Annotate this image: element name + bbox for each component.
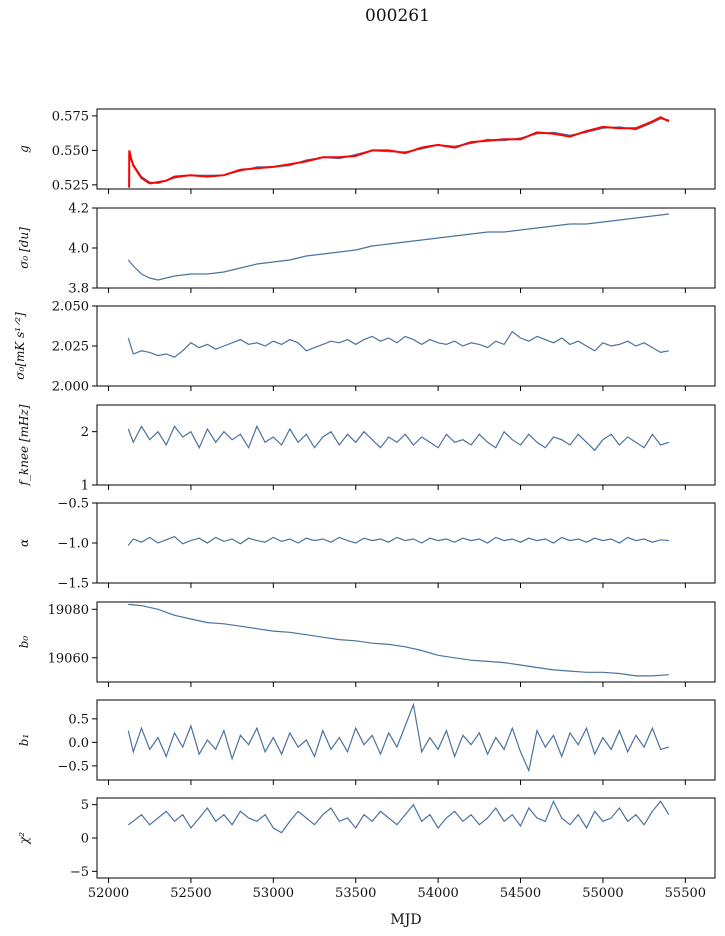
panel-1: 3.8 4.0 4.2 σ₀ [du] bbox=[17, 202, 716, 297]
x-tick-label: 55500 bbox=[665, 886, 706, 901]
x-tick-label: 52000 bbox=[88, 886, 129, 901]
y-tick-label: 19060 bbox=[48, 651, 89, 666]
panel-7: −5 0 5 52000 52500 53000 53500 54000 54500 55000 5… bbox=[17, 797, 716, 901]
y-tick-label: 3.8 bbox=[68, 282, 89, 297]
panel-5: 19060 19080 b₀ bbox=[17, 601, 716, 687]
panel-0: 0.525 0.550 0.575 g bbox=[17, 108, 716, 194]
series-line-6-0 bbox=[127, 702, 670, 773]
y-axis-label: g bbox=[17, 145, 31, 153]
y-axis-label: b₁ bbox=[17, 734, 31, 747]
panel-frame-3 bbox=[96, 404, 716, 486]
series-line-7-0 bbox=[127, 799, 670, 834]
panel-4: −1.5 −1.0 −0.5 α bbox=[17, 497, 716, 592]
x-tick-label: 52500 bbox=[170, 886, 211, 901]
series-line-4-0 bbox=[127, 535, 669, 546]
panel-frame-5 bbox=[96, 601, 716, 683]
y-tick-label: 0.525 bbox=[52, 178, 89, 193]
panel-6: −0.5 0.0 0.5 b₁ bbox=[17, 699, 716, 785]
y-tick-label: 4.2 bbox=[68, 202, 89, 217]
panel-frame-0 bbox=[96, 108, 716, 190]
panel-3: 1 2 f_knee [mHz] bbox=[17, 404, 716, 494]
y-tick-label: −1.5 bbox=[57, 577, 89, 592]
panel-2: 2.000 2.025 2.050 σ₀[mK s¹ᐟ²] bbox=[13, 300, 716, 395]
x-tick-label: 54000 bbox=[417, 886, 458, 901]
x-tick-label: 54500 bbox=[500, 886, 541, 901]
y-tick-label: 2.000 bbox=[52, 380, 89, 395]
panel-frame-4 bbox=[96, 502, 716, 584]
series-line-3-0 bbox=[127, 424, 670, 452]
y-tick-label: 2.050 bbox=[52, 300, 89, 315]
series-line-2-0 bbox=[127, 330, 670, 358]
y-tick-label: 0.575 bbox=[52, 109, 89, 124]
y-tick-label: 19080 bbox=[48, 603, 89, 618]
y-tick-label: 2 bbox=[81, 425, 89, 440]
figure-title: 000261 bbox=[365, 6, 430, 26]
x-tick-label: 55000 bbox=[582, 886, 623, 901]
x-tick-label: 53000 bbox=[253, 886, 294, 901]
panel-frame-7 bbox=[96, 797, 716, 879]
y-axis-label: σ₀[mK s¹ᐟ²] bbox=[13, 312, 27, 380]
y-tick-label: −5 bbox=[70, 865, 89, 880]
y-axis-label: σ₀ [du] bbox=[17, 227, 31, 269]
series-line-5-0 bbox=[128, 603, 669, 677]
series-line-1-0 bbox=[127, 213, 669, 281]
series-line-0-1 bbox=[128, 116, 670, 188]
y-axis-label: b₀ bbox=[17, 636, 31, 649]
y-tick-label: 5 bbox=[81, 798, 89, 813]
y-tick-label: 4.0 bbox=[68, 242, 89, 257]
y-tick-label: −1.0 bbox=[57, 537, 89, 552]
panel-frame-6 bbox=[96, 699, 716, 781]
y-axis-label: α bbox=[17, 539, 31, 547]
y-axis-label: χ² bbox=[17, 832, 31, 845]
y-axis-label: f_knee [mHz] bbox=[17, 404, 31, 486]
y-tick-label: 0.0 bbox=[68, 736, 89, 751]
panel-frame-2 bbox=[96, 305, 716, 387]
x-axis-label: MJD bbox=[390, 912, 421, 928]
y-tick-label: −0.5 bbox=[57, 497, 89, 512]
y-tick-label: 0.5 bbox=[68, 712, 89, 727]
y-tick-label: 0.550 bbox=[52, 144, 89, 159]
y-tick-label: 0 bbox=[81, 832, 89, 847]
y-tick-label: −0.5 bbox=[57, 759, 89, 774]
y-tick-label: 2.025 bbox=[52, 340, 89, 355]
x-tick-label: 53500 bbox=[335, 886, 376, 901]
y-tick-label: 1 bbox=[81, 479, 89, 494]
